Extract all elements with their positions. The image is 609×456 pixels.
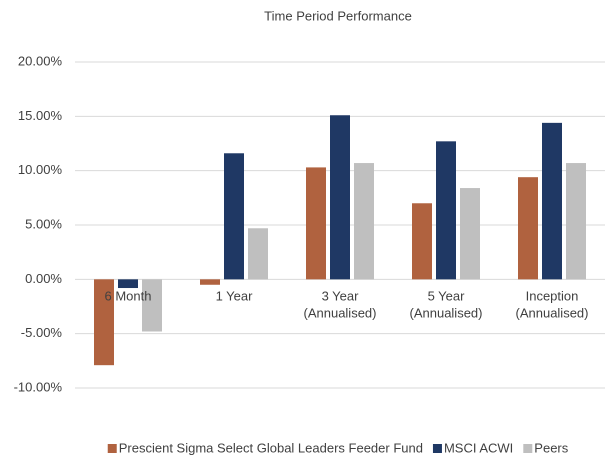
bar <box>94 279 114 366</box>
y-tick-label: -5.00% <box>21 325 63 340</box>
x-tick-label: Inception <box>526 288 579 303</box>
x-tick-label: (Annualised) <box>516 305 589 320</box>
legend-label: MSCI ACWI <box>444 440 513 455</box>
bar <box>518 177 538 280</box>
bar <box>306 167 326 280</box>
bar <box>248 228 268 280</box>
bar <box>330 115 350 280</box>
x-tick-label: 5 Year <box>428 288 466 303</box>
legend-label: Peers <box>534 440 568 455</box>
legend-swatch <box>432 444 442 453</box>
bar <box>436 141 456 280</box>
y-tick-label: 15.00% <box>18 108 63 123</box>
x-tick-label: 6 Month <box>105 288 152 303</box>
bar <box>354 163 374 280</box>
legend-swatch <box>523 444 533 453</box>
bar <box>566 163 586 280</box>
legend-swatch <box>107 444 117 453</box>
bar <box>118 279 138 289</box>
y-tick-label: 20.00% <box>18 53 63 68</box>
bar <box>200 279 220 285</box>
x-tick-label: 3 Year <box>322 288 360 303</box>
y-tick-label: -10.00% <box>14 379 63 394</box>
x-tick-label: (Annualised) <box>304 305 377 320</box>
y-tick-label: 5.00% <box>25 216 62 231</box>
bar <box>412 203 432 280</box>
bar <box>224 153 244 280</box>
y-tick-label: 10.00% <box>18 162 63 177</box>
bar <box>542 122 562 280</box>
bar <box>142 279 162 332</box>
bar <box>460 188 480 280</box>
legend-label: Prescient Sigma Select Global Leaders Fe… <box>119 440 423 455</box>
y-tick-label: 0.00% <box>25 271 62 286</box>
x-tick-label: (Annualised) <box>410 305 483 320</box>
x-tick-label: 1 Year <box>216 288 254 303</box>
chart-title: Time Period Performance <box>264 8 412 23</box>
